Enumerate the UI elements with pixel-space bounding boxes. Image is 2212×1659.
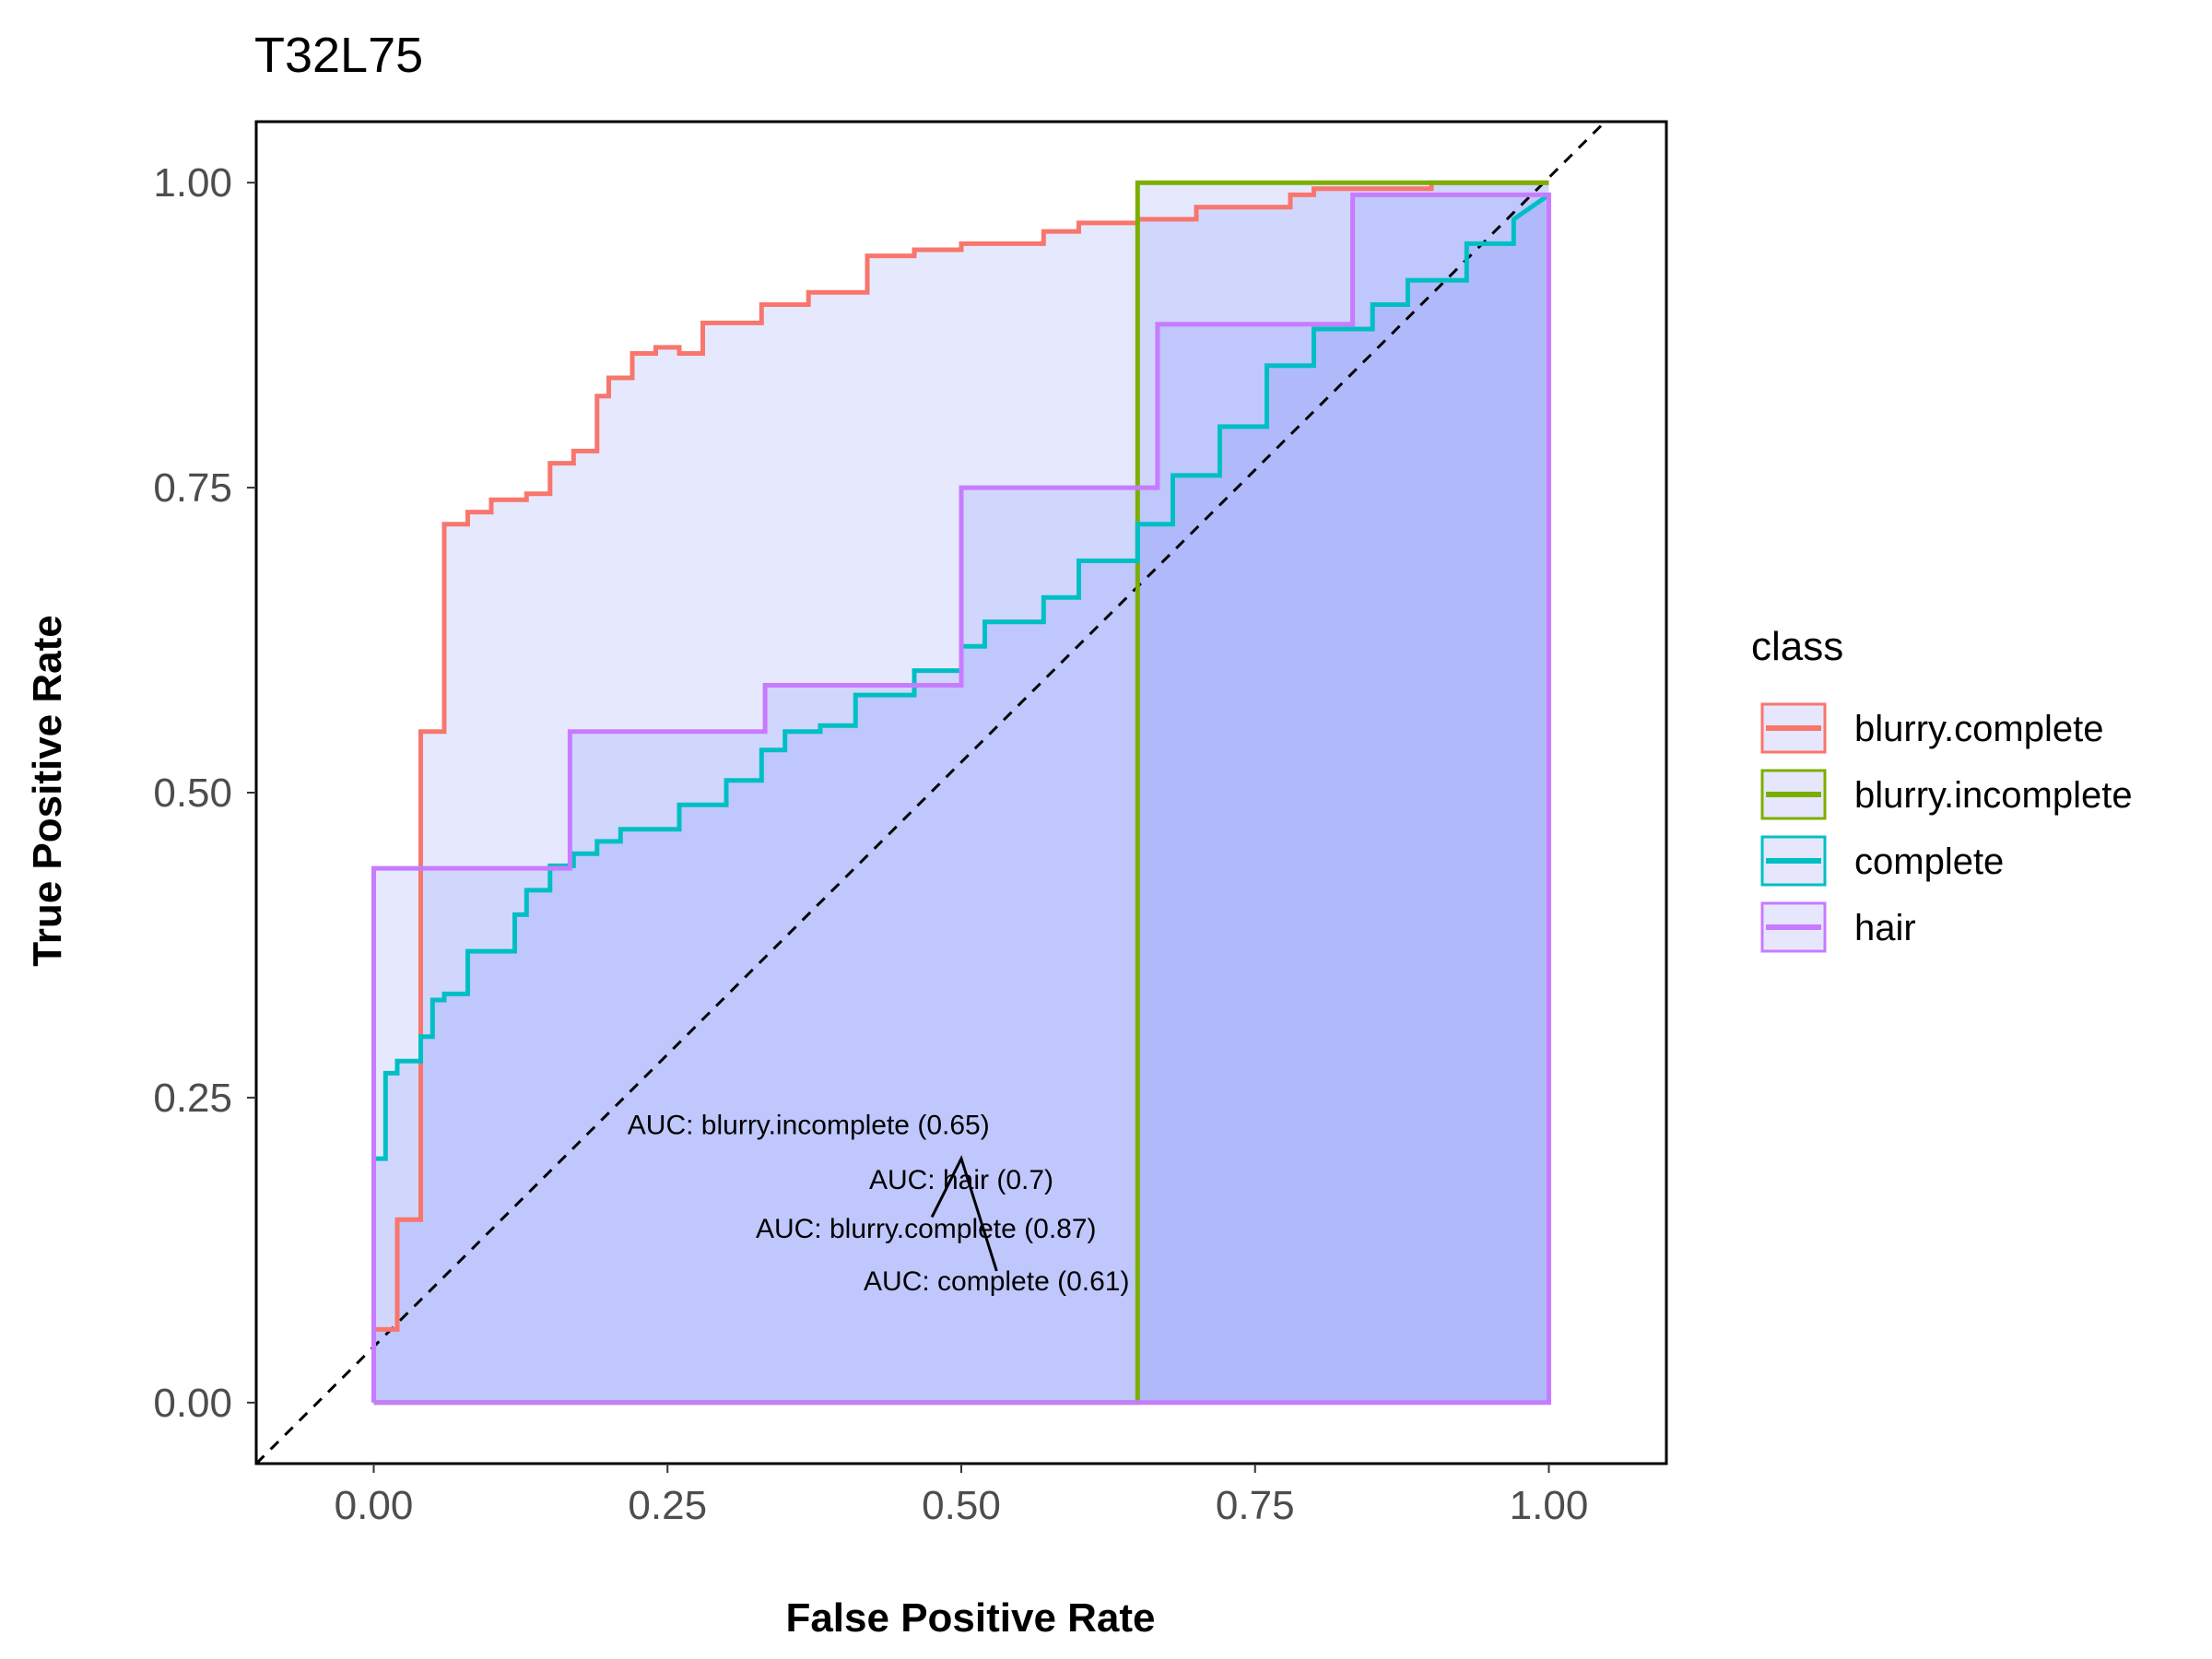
y-tick-label: 0.50 [153,771,232,816]
chart-title: T32L75 [254,28,423,83]
diagonal-reference-line [256,122,1607,1464]
auc-pointer-line [930,1155,998,1272]
y-tick-label: 0.75 [153,465,232,511]
x-tick-label: 1.00 [1510,1483,1589,1528]
x-tick-label: 0.75 [1216,1483,1295,1528]
y-tick-label: 0.00 [153,1381,232,1426]
auc-fill-complete [373,194,1549,1403]
legend-label: blurry.incomplete [1854,775,2133,816]
x-tick-label: 0.50 [922,1483,1001,1528]
legend-label: complete [1854,841,2004,882]
y-axis-label: True Positive Rate [25,615,70,966]
auc-annotation: AUC: hair (0.7) [869,1165,1053,1195]
auc-annotation: AUC: blurry.complete (0.87) [756,1214,1097,1244]
auc-fill-layer [373,182,1549,1403]
auc-annotation: AUC: blurry.incomplete (0.65) [628,1111,990,1141]
y-tick-label: 0.25 [153,1076,232,1121]
legend-label: hair [1854,908,1916,948]
x-axis-label: False Positive Rate [785,1595,1155,1641]
legend: class blurry.complete blurry.incomplete co… [1751,624,2133,953]
auc-fill-hair [373,194,1549,1403]
legend-title: class [1751,624,1843,669]
auc-annotation: AUC: complete (0.61) [864,1266,1129,1297]
auc-fill-blurry-complete [373,182,1549,1403]
y-tick-label: 1.00 [153,160,232,206]
plot-area: AUC: blurry.incomplete (0.65) AUC: hair (… [153,120,1668,1528]
x-tick-label: 0.25 [628,1483,707,1528]
x-tick-label: 0.00 [335,1483,414,1528]
legend-label: blurry.complete [1854,709,2103,749]
auc-fill-blurry-incomplete [373,182,1549,1403]
roc-line-complete [371,193,1550,1171]
roc-line-hair [371,192,1551,1406]
